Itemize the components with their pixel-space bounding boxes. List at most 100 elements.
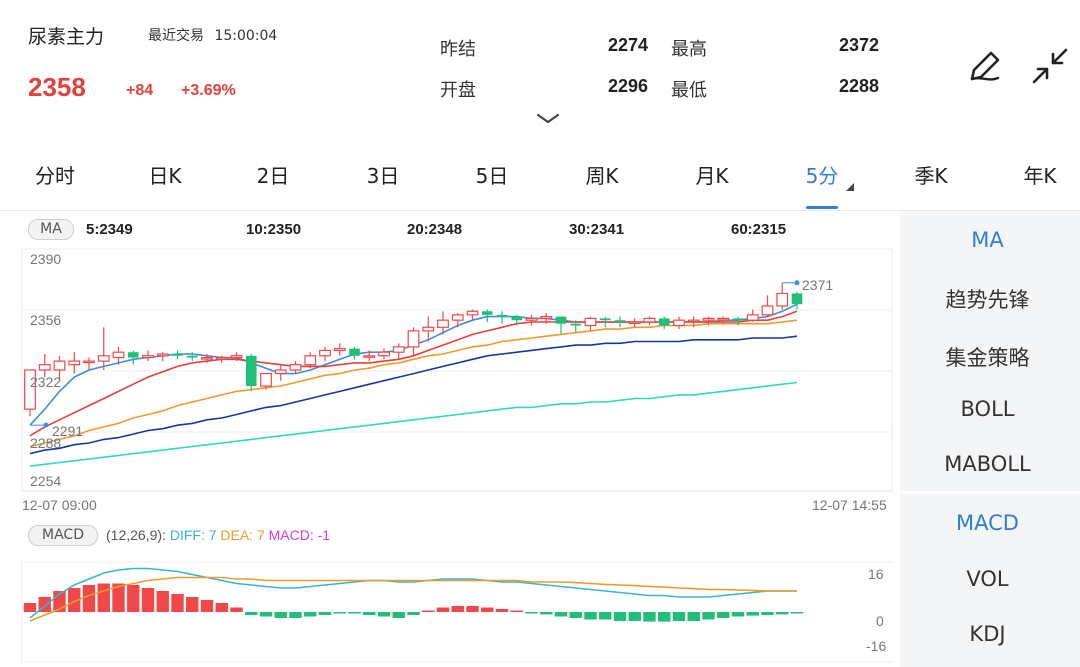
tab-quarterly-k[interactable]: 季K [914,164,948,188]
macd-bar [348,612,361,614]
tab-intraday[interactable]: 分时 [35,164,75,188]
tab-yearly-k[interactable]: 年K [1023,164,1057,188]
price-axis-2322: 2322 [30,374,62,390]
price-axis-2356: 2356 [30,312,62,328]
candle-body-up [717,317,730,321]
macd-bar [584,612,597,620]
macd-bar [156,591,169,612]
macd-bar [481,607,494,612]
stat-value-high: 2372 [838,35,879,55]
macd-bars [23,583,804,622]
kline-chart[interactable] [0,210,900,667]
time-axis-start: 12-07 09:00 [22,497,97,513]
candle-body-up [363,355,376,358]
macd-bar [776,612,789,615]
macd-bar [540,612,553,615]
tab-monthly-k[interactable]: 月K [695,164,729,188]
candle-body-up [304,355,317,366]
ma60-line [29,381,798,467]
indicator-gold-strategy[interactable]: 集金策略 [945,346,1030,370]
low-price-annotation: 2291 [52,423,84,439]
candle-body-down [658,318,670,326]
macd-bar [717,612,730,618]
candle-body-down [349,348,360,356]
candle-body-up [746,314,759,321]
high-marker-dot [794,280,800,286]
candle-body-up [289,364,302,371]
candle-body-up [230,355,243,359]
sub-indicator-panel [900,494,1080,667]
candle-body-down [245,355,257,387]
macd-dea-value: DEA: 7 [220,527,265,543]
last-price: 2358 [28,72,86,102]
chart-marks [30,280,800,428]
ma-legend-tag[interactable]: MA [28,219,74,240]
price-axis-2254: 2254 [30,473,62,489]
candle-body-down [791,293,803,305]
tab-2-day[interactable]: 2日 [256,164,290,188]
macd-bar [525,612,538,614]
macd-bar [127,585,140,612]
candle-body-up [407,330,420,348]
ma60-value: 60:2315 [731,221,787,238]
indicator-trend-pioneer[interactable]: 趋势先锋 [945,288,1030,312]
macd-bar [495,609,509,612]
candle-body-up [437,319,449,328]
macd-bar [702,612,715,620]
stat-value-low: 2288 [838,76,879,96]
candle-body-up [687,319,700,323]
indicator-boll[interactable]: BOLL [960,397,1015,421]
indicator-kdj[interactable]: KDJ [969,622,1006,646]
macd-axis-top: 16 [868,566,884,582]
candle-body-up [274,369,287,375]
macd-bar [215,603,228,612]
indicator-ma[interactable]: MA [971,228,1004,252]
collapse-arrows-icon[interactable] [1030,46,1070,86]
macd-bar [333,612,346,614]
macd-bar [599,612,612,620]
price-change-percent: +3.69% [181,82,236,99]
tab-3-day[interactable]: 3日 [366,164,400,188]
price-axis-2390: 2390 [30,251,62,267]
tab-weekly-k[interactable]: 周K [585,164,619,188]
candle-body-up [422,326,435,332]
chevron-down-icon[interactable] [534,112,562,126]
macd-bar [377,612,391,617]
ma5-value: 5:2349 [86,221,133,238]
last-trade-info: 最近交易 15:00:04 [148,25,277,45]
candle-body-up [83,360,95,364]
candle-body-up [215,356,228,360]
indicator-maboll[interactable]: MABOLL [944,452,1031,476]
indicator-vol[interactable]: VOL [966,567,1009,591]
tab-daily-k[interactable]: 日K [148,164,182,188]
indicator-macd[interactable]: MACD [956,511,1019,535]
macd-bar [613,612,627,621]
macd-bar [259,612,273,617]
macd-macd-value: MACD: -1 [268,527,331,543]
low-marker-dot [43,422,49,428]
candle-body-up [142,355,154,359]
candles [24,282,803,417]
macd-axis-bottom: -16 [866,638,887,654]
stat-value-open: 2296 [607,76,648,96]
macd-bar [672,612,686,621]
macd-bar [746,612,759,616]
macd-bar [82,585,96,612]
candle-body-down [511,316,523,321]
candle-body-up [112,351,125,359]
dropdown-triangle-icon[interactable] [845,182,855,192]
ma10-value: 10:2350 [246,221,302,238]
macd-bar [451,606,464,612]
tab-5-day[interactable]: 5日 [475,164,509,188]
candle-body-up [525,317,538,321]
tab-5-minute[interactable]: 5分 [805,164,839,188]
candle-body-down [186,355,198,358]
ma20-value: 20:2348 [407,221,463,238]
macd-bar [318,612,332,615]
macd-bar [274,612,287,618]
draw-pen-icon[interactable] [964,46,1004,86]
macd-legend-tag[interactable]: MACD [28,525,98,546]
candle-body-up [673,319,685,327]
ma30-line [29,335,798,455]
macd-bar [230,607,243,612]
